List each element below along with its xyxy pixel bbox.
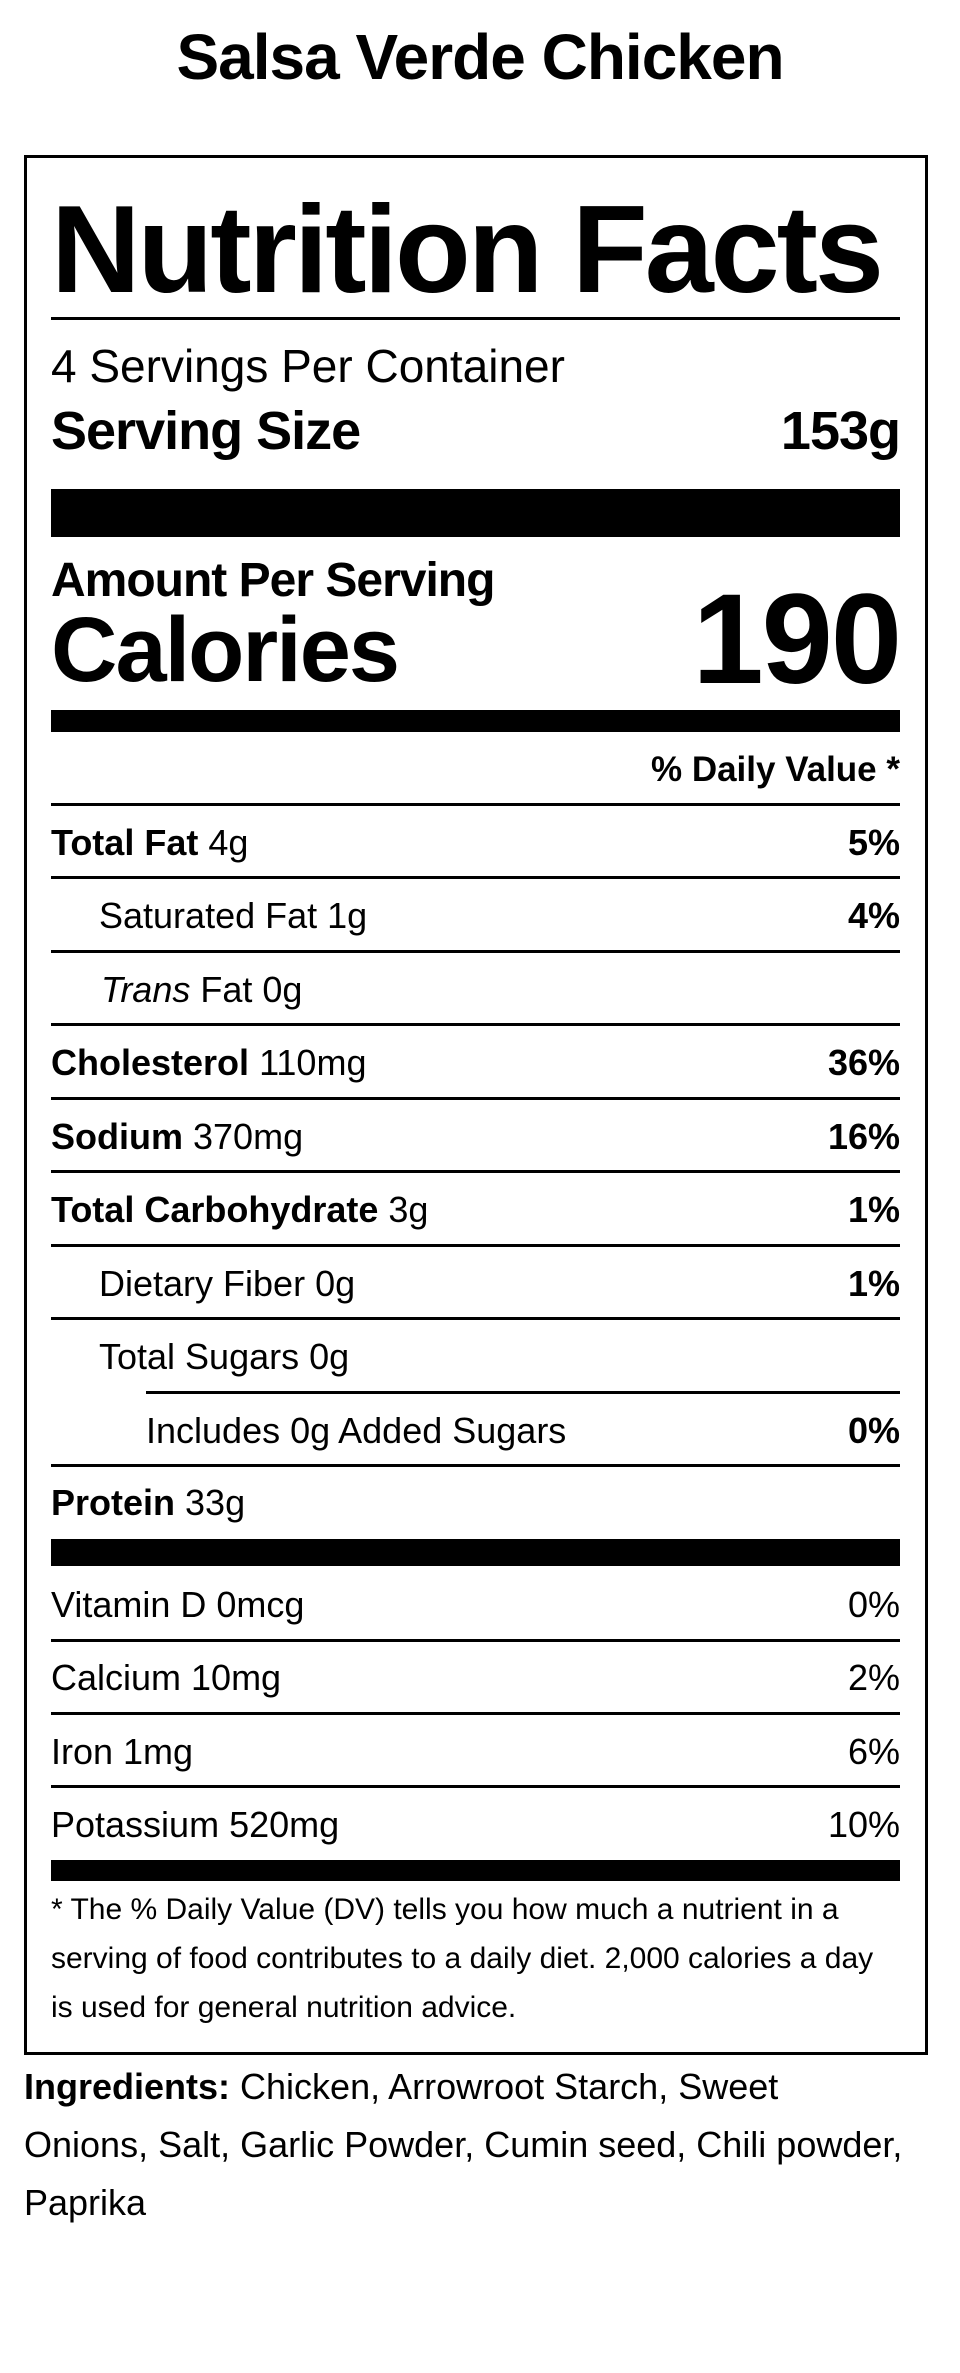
calories-label: Calories (51, 599, 400, 701)
nutrient-dv: 4% (847, 895, 900, 936)
vitamin-text: Calcium 10mg (51, 1657, 282, 1698)
vitamin-dv: 10% (827, 1804, 900, 1845)
vitamin-dv: 0% (847, 1584, 900, 1625)
nutrient-amount: 0g (315, 1263, 356, 1304)
vitamin-row-iron: Iron 1mg 6% (51, 1730, 900, 1774)
divider (51, 803, 900, 806)
serving-size-label: Serving Size (51, 401, 361, 461)
divider (51, 317, 900, 320)
divider (51, 1712, 900, 1715)
nutrient-row-added-sugars: Includes 0g Added Sugars 0% (51, 1409, 900, 1453)
nutrient-name: Total Carbohydrate (51, 1189, 379, 1230)
divider (51, 876, 900, 879)
nutrient-name: Fat (200, 969, 253, 1010)
nutrient-name: Dietary Fiber (99, 1263, 306, 1304)
divider (51, 1244, 900, 1247)
nutrient-name: Total Sugars (99, 1336, 300, 1377)
nutrient-row-saturated-fat: Saturated Fat 1g 4% (51, 894, 900, 938)
nutrient-name: Includes 0g Added Sugars (146, 1410, 567, 1451)
nutrient-name-italic: Trans (101, 969, 191, 1010)
nutrient-amount: 4g (208, 822, 249, 863)
divider (51, 950, 900, 953)
ingredients-label: Ingredients: (24, 2066, 231, 2107)
serving-size-value: 153g (780, 401, 901, 461)
nutrient-amount: 370mg (193, 1116, 304, 1157)
divider (51, 1464, 900, 1467)
divider (51, 1317, 900, 1320)
nutrient-row-dietary-fiber: Dietary Fiber 0g 1% (51, 1262, 900, 1306)
vitamin-dv: 2% (847, 1657, 900, 1698)
nutrient-row-cholesterol: Cholesterol 110mg 36% (51, 1041, 900, 1085)
vitamin-row-calcium: Calcium 10mg 2% (51, 1656, 900, 1700)
nutrient-name: Sodium (51, 1116, 183, 1157)
medium-divider (51, 710, 900, 732)
nutrient-row-protein: Protein 33g (51, 1481, 900, 1525)
nutrient-row-total-sugars: Total Sugars 0g (51, 1335, 900, 1379)
vitamin-text: Potassium 520mg (51, 1804, 340, 1845)
vitamin-row-potassium: Potassium 520mg 10% (51, 1803, 900, 1847)
nutrition-facts-panel (24, 155, 928, 2055)
daily-value-footnote: * The % Daily Value (DV) tells you how m… (51, 1893, 874, 2024)
ingredients-text: Chicken, Arrowroot Starch, Sweet Onions,… (24, 2066, 903, 2223)
nutrient-dv: 5% (847, 822, 900, 863)
nutrient-amount: 33g (185, 1482, 246, 1523)
nutrient-dv: 16% (827, 1116, 900, 1157)
nutrient-row-total-carbohydrate: Total Carbohydrate 3g 1% (51, 1188, 900, 1232)
vitamin-row-vitamin-d: Vitamin D 0mcg 0% (51, 1583, 900, 1627)
divider (51, 1170, 900, 1173)
nutrient-name: Protein (51, 1482, 176, 1523)
vitamin-text: Iron 1mg (51, 1731, 194, 1772)
serving-size-row: Serving Size 153g (51, 400, 901, 462)
thick-divider (51, 489, 900, 537)
nutrient-dv: 0% (847, 1410, 900, 1451)
nutrient-dv: 1% (847, 1189, 900, 1230)
vitamin-text: Vitamin D 0mcg (51, 1584, 305, 1625)
nutrient-name: Cholesterol (51, 1042, 250, 1083)
divider (51, 1097, 900, 1100)
nutrient-row-total-fat: Total Fat 4g 5% (51, 821, 900, 865)
divider (51, 1785, 900, 1788)
thick-divider (51, 1860, 900, 1881)
ingredients: Ingredients: Chicken, Arrowroot Starch, … (24, 2058, 904, 2232)
vitamin-dv: 6% (847, 1731, 900, 1772)
calories-value: 190 (692, 568, 902, 711)
nutrient-amount: 110mg (259, 1042, 367, 1083)
nutrient-amount: 1g (327, 895, 368, 936)
nutrient-name: Total Fat (51, 822, 199, 863)
nutrition-facts-heading: Nutrition Facts (51, 181, 884, 319)
nutrient-amount: 0g (262, 969, 303, 1010)
nutrient-amount: 0g (309, 1336, 350, 1377)
nutrient-dv: 36% (827, 1042, 900, 1083)
servings-per-container: 4 Servings Per Container (51, 340, 565, 392)
nutrient-row-sodium: Sodium 370mg 16% (51, 1115, 900, 1159)
divider (146, 1391, 900, 1394)
thick-divider (51, 1539, 900, 1566)
product-title: Salsa Verde Chicken (176, 21, 784, 93)
nutrient-name: Saturated Fat (99, 895, 318, 936)
daily-value-header: % Daily Value * (650, 750, 900, 789)
nutrient-amount: 3g (388, 1189, 429, 1230)
nutrient-row-trans-fat: Trans Fat 0g (51, 968, 900, 1012)
divider (51, 1023, 900, 1026)
nutrient-dv: 1% (847, 1263, 900, 1304)
divider (51, 1639, 900, 1642)
amount-per-serving: Amount Per Serving (51, 554, 495, 607)
